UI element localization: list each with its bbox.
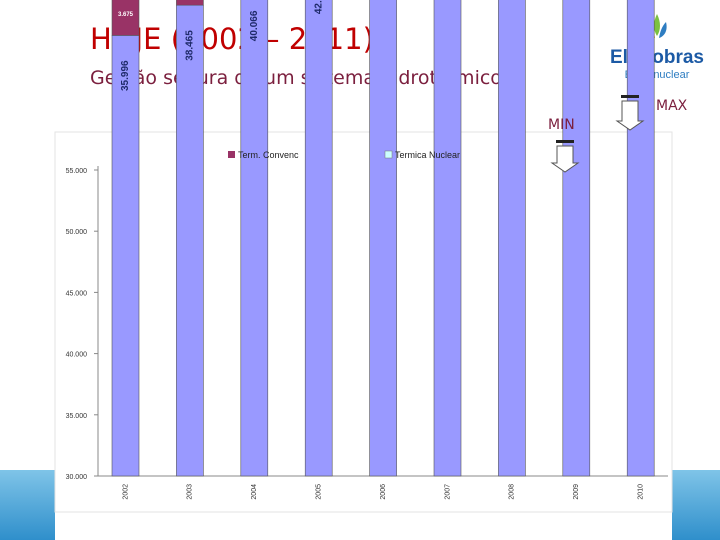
min-max-callouts xyxy=(550,95,645,173)
bar-value-label: 3.675 xyxy=(118,12,134,18)
x-tick-label: 2003 xyxy=(187,484,194,500)
bars-group: 35.9963.6751.58320029,0%38.4653.7251.525… xyxy=(111,0,655,500)
bar-value-label: 42.277 xyxy=(313,0,324,14)
bar-segment-hydro xyxy=(433,0,462,477)
max-arrow-icon xyxy=(615,95,645,131)
bar-value-label: 40.066 xyxy=(249,10,260,41)
x-tick-label: 2005 xyxy=(316,484,323,500)
y-tick-label: 30.000 xyxy=(66,474,88,481)
decorative-right-band xyxy=(672,470,720,540)
bar-value-label: 38.465 xyxy=(185,30,196,61)
bar-value-label: 35.996 xyxy=(120,60,131,91)
max-label: MAX xyxy=(656,98,688,114)
decorative-left-band xyxy=(0,470,55,540)
bar-segment-hydro xyxy=(111,35,140,477)
bar-segment-hydro xyxy=(304,0,333,477)
y-tick-label: 40.000 xyxy=(66,352,88,359)
y-tick-label: 50.000 xyxy=(66,229,88,236)
bar-segment-hydro xyxy=(369,0,397,477)
x-tick-label: 2002 xyxy=(122,484,129,500)
bar-segment-hydro xyxy=(176,4,204,477)
y-tick-label: 35.000 xyxy=(66,413,88,420)
legend-label-termica-nuclear: Termica Nuclear xyxy=(395,150,460,160)
x-tick-label: 2008 xyxy=(509,484,516,500)
bar-segment-hydro xyxy=(498,0,526,477)
y-tick-label: 45.000 xyxy=(66,290,88,297)
bar-segment-term-convenc xyxy=(176,0,204,6)
min-arrow-icon xyxy=(550,140,580,173)
legend-swatch-term-convenc xyxy=(228,151,235,158)
x-tick-label: 2009 xyxy=(573,484,580,500)
x-tick-label: 2006 xyxy=(380,484,387,500)
chart-legend: Term. Convenc Termica Nuclear xyxy=(228,150,460,160)
x-tick-label: 2010 xyxy=(638,484,645,500)
legend-swatch-termica-nuclear xyxy=(384,150,393,159)
bar-segment-hydro xyxy=(626,0,655,477)
bar-segment-hydro xyxy=(240,0,269,477)
x-tick-label: 2007 xyxy=(444,484,451,500)
min-label: MIN xyxy=(548,117,575,133)
y-tick-label: 55.000 xyxy=(66,168,88,175)
x-tick-label: 2004 xyxy=(251,484,258,500)
bar-segment-term-convenc xyxy=(111,0,140,36)
bar-segment-hydro xyxy=(562,0,591,477)
legend-label-term-convenc: Term. Convenc xyxy=(238,150,299,160)
